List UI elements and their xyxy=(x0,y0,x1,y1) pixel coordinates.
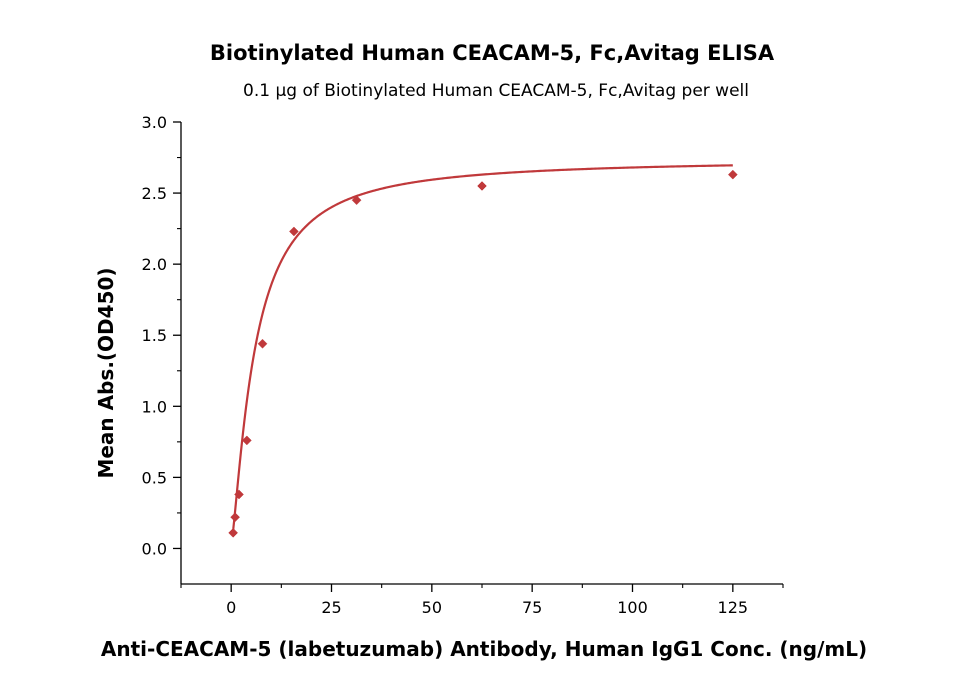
data-point xyxy=(351,195,362,206)
chart-subtitle: 0.1 μg of Biotinylated Human CEACAM-5, F… xyxy=(243,81,749,101)
x-tick-label: 125 xyxy=(718,598,749,617)
x-tick-label: 25 xyxy=(321,598,341,617)
data-point xyxy=(477,181,487,191)
data-point xyxy=(228,527,238,538)
chart-title: Biotinylated Human CEACAM-5, Fc,Avitag E… xyxy=(210,41,775,65)
data-point xyxy=(727,169,738,180)
data-point xyxy=(230,512,240,523)
x-tick-label: 75 xyxy=(522,598,542,617)
data-point xyxy=(234,489,244,500)
y-tick-label: 1.5 xyxy=(142,326,167,345)
x-tick-label: 50 xyxy=(422,598,442,617)
axes xyxy=(180,122,783,585)
fit-curve-layer xyxy=(232,164,733,531)
fit-curve xyxy=(232,164,733,531)
y-tick-label: 1.0 xyxy=(142,397,167,416)
y-axis-label: Mean Abs.(OD450) xyxy=(94,267,118,478)
x-axis-ticks: 0 25 50 75 100 125 xyxy=(180,584,784,617)
y-tick-label: 0.5 xyxy=(142,468,167,487)
y-tick-label: 3.0 xyxy=(142,113,167,132)
y-tick-label: 0.0 xyxy=(142,539,167,558)
y-axis-ticks: 0.0 0.5 1.0 1.5 2.0 2.5 3.0 xyxy=(142,113,181,558)
data-point xyxy=(242,435,252,446)
data-point xyxy=(289,226,299,237)
data-points xyxy=(228,169,738,538)
x-axis-label: Anti-CEACAM-5 (labetuzumab) Antibody, Hu… xyxy=(101,637,867,661)
y-tick-label: 2.0 xyxy=(142,255,167,274)
x-tick-label: 100 xyxy=(617,598,648,617)
data-point xyxy=(257,338,268,349)
x-tick-label: 0 xyxy=(226,598,236,617)
y-tick-label: 2.5 xyxy=(142,184,167,203)
